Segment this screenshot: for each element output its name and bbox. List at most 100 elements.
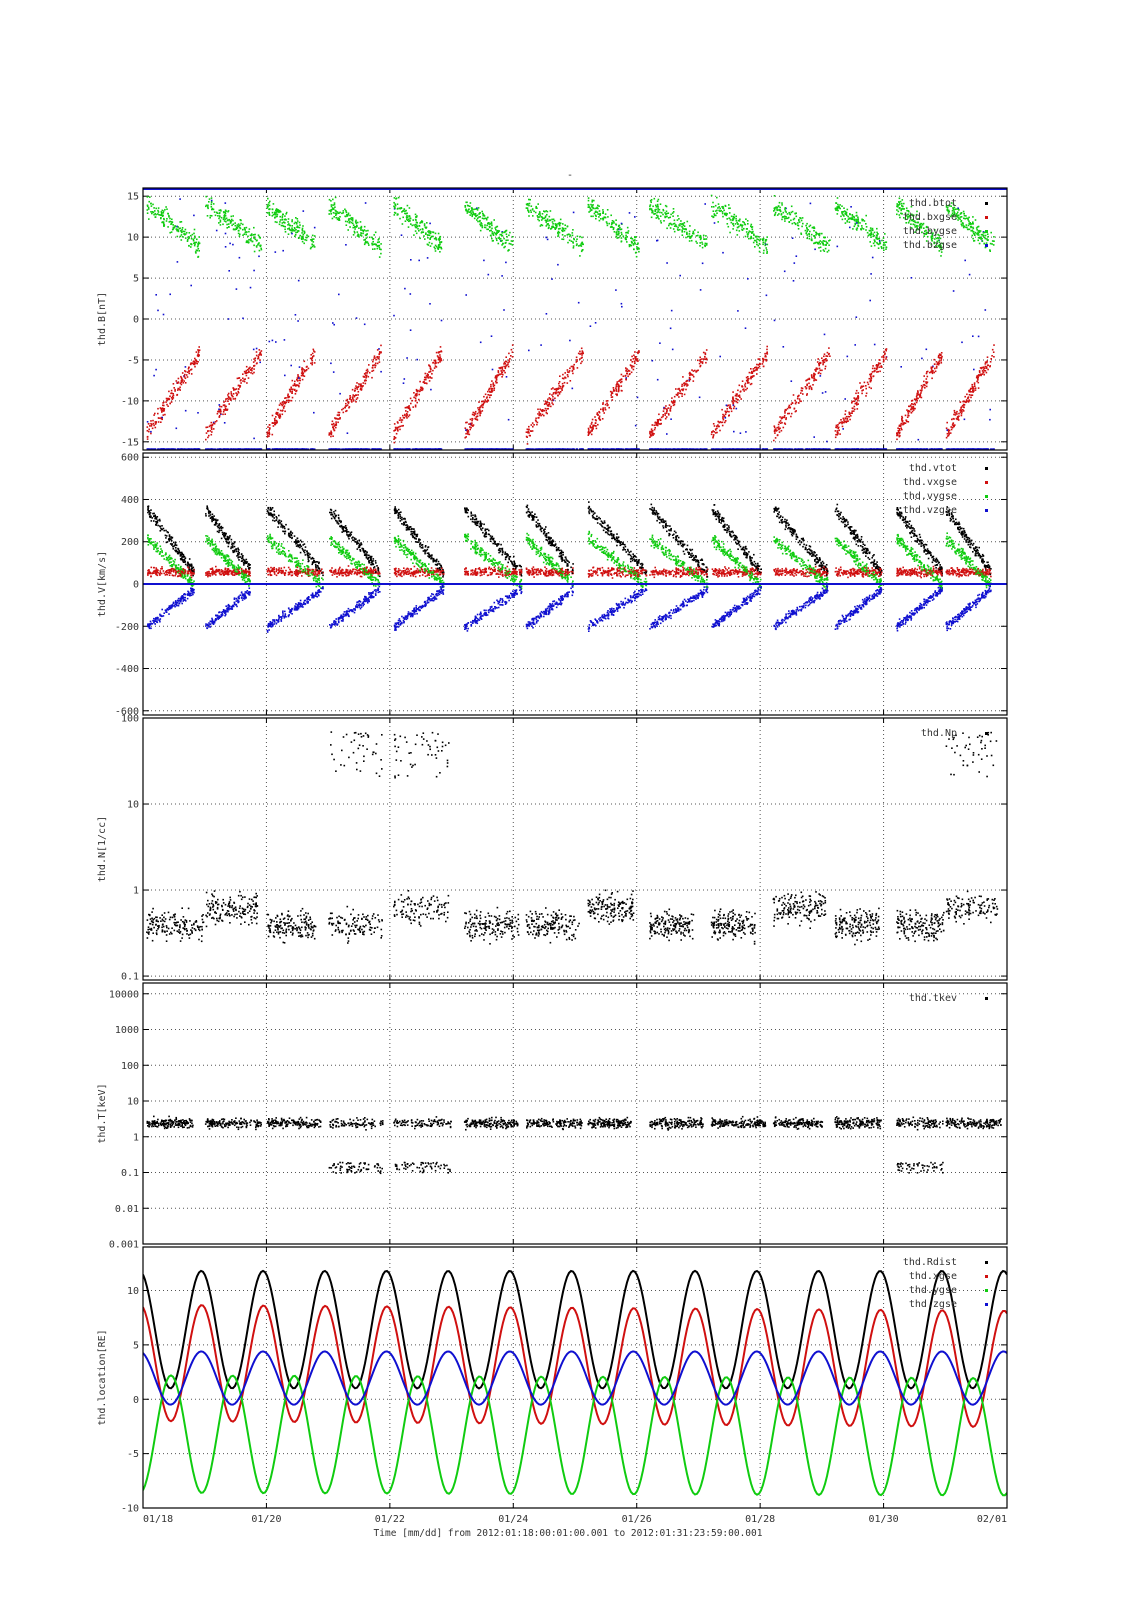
data-point (300, 374, 303, 377)
data-point (396, 448, 399, 450)
data-point (573, 368, 575, 370)
data-point (301, 236, 304, 239)
data-point (543, 403, 546, 405)
data-point (488, 222, 490, 224)
data-point (502, 369, 504, 372)
data-point (295, 390, 297, 393)
data-point (432, 235, 434, 238)
data-point (541, 213, 544, 215)
data-point (364, 382, 367, 385)
data-point (275, 416, 277, 418)
data-point (511, 448, 514, 450)
data-point (415, 395, 417, 397)
data-point (435, 245, 438, 248)
data-point (282, 224, 284, 227)
data-point (223, 401, 225, 403)
data-point (502, 373, 504, 376)
data-point (373, 448, 375, 450)
data-point (353, 232, 356, 234)
data-point (504, 371, 506, 374)
data-point (477, 409, 480, 411)
data-point (278, 223, 281, 226)
data-point (410, 402, 412, 405)
data-point (185, 231, 188, 234)
data-point (572, 366, 575, 369)
data-point (349, 226, 351, 228)
data-point (532, 425, 534, 428)
data-point (162, 212, 165, 214)
data-point (266, 207, 269, 209)
data-point (172, 227, 175, 229)
data-point (545, 409, 547, 412)
data-point (219, 219, 222, 222)
data-point (480, 448, 482, 450)
data-point (251, 369, 253, 372)
data-point (549, 219, 552, 221)
data-point (561, 377, 564, 380)
data-point (465, 294, 467, 296)
data-point (544, 215, 547, 217)
data-point (149, 196, 151, 198)
data-point (471, 213, 473, 216)
data-point (561, 389, 563, 391)
data-point (467, 210, 469, 213)
data-point (545, 210, 547, 212)
data-point (194, 365, 196, 368)
data-point (631, 367, 633, 369)
data-point (269, 448, 271, 450)
data-point (294, 448, 297, 450)
data-point (408, 414, 411, 416)
data-point (537, 218, 539, 221)
data-point (414, 394, 417, 397)
data-point (576, 367, 579, 369)
data-point (282, 213, 284, 216)
data-point (620, 237, 623, 239)
data-point (238, 235, 241, 237)
data-point (255, 354, 258, 357)
data-point (615, 385, 618, 388)
data-point (188, 366, 190, 369)
data-point (603, 412, 605, 414)
data-point (401, 211, 403, 213)
data-point (245, 365, 248, 368)
data-point (537, 203, 539, 205)
data-point (229, 397, 231, 399)
data-point (186, 240, 189, 242)
data-point (291, 229, 294, 231)
data-point (495, 232, 498, 234)
data-point (194, 251, 197, 253)
data-point (147, 423, 150, 425)
data-point (311, 239, 313, 241)
data-point (406, 357, 408, 359)
data-point (296, 222, 298, 224)
data-point (464, 206, 467, 208)
data-point (208, 201, 210, 203)
data-point (345, 410, 347, 413)
data-point (546, 223, 549, 225)
data-point (532, 448, 534, 450)
data-point (311, 234, 314, 237)
data-point (544, 400, 547, 402)
data-point (250, 369, 252, 371)
data-point (610, 396, 613, 398)
data-point (307, 235, 310, 238)
data-point (418, 398, 420, 401)
data-point (159, 448, 162, 450)
data-point (590, 433, 593, 436)
data-point (429, 376, 431, 378)
data-point (425, 233, 427, 235)
data-point (478, 411, 480, 413)
data-point (429, 245, 432, 247)
data-point (184, 370, 186, 372)
data-point (197, 353, 199, 355)
data-point (487, 228, 489, 231)
data-point (419, 380, 421, 383)
data-point (592, 204, 594, 206)
data-point (408, 406, 410, 408)
data-point (554, 397, 556, 400)
data-point (312, 245, 314, 248)
data-point (597, 423, 599, 426)
data-point (620, 373, 623, 376)
data-point (235, 388, 238, 390)
data-point (184, 373, 186, 376)
